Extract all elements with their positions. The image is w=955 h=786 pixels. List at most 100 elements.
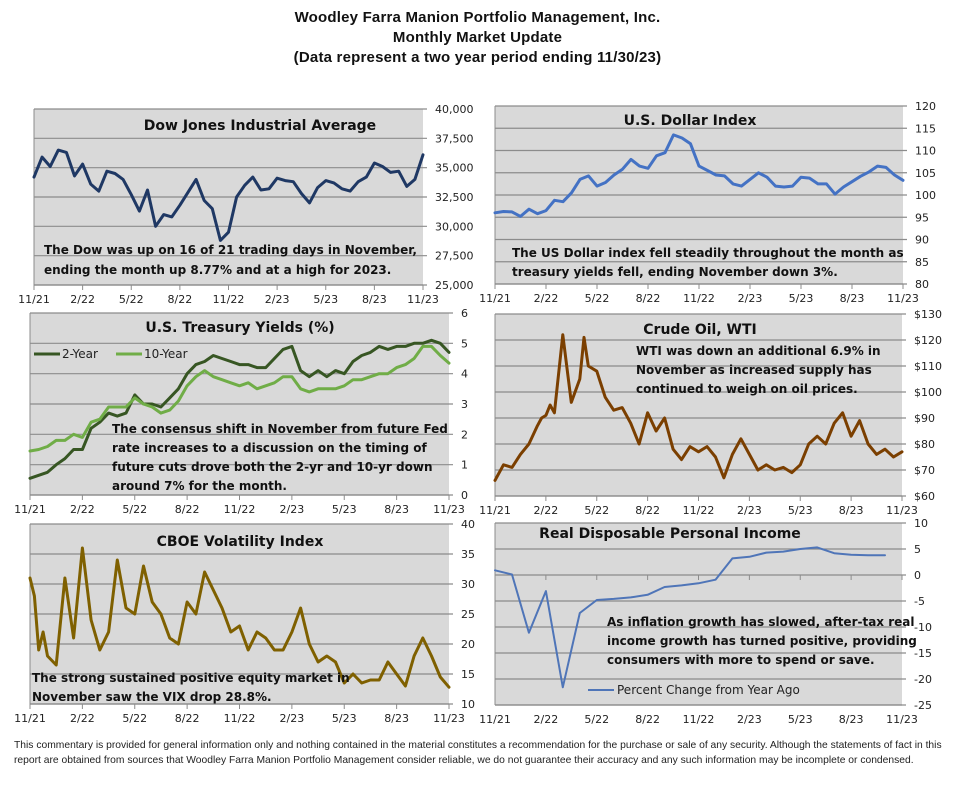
- y-tick-label: $100: [914, 386, 942, 399]
- plot-area: [495, 523, 902, 705]
- x-tick-label: 5/22: [122, 712, 147, 725]
- x-tick-label: 2/23: [265, 293, 290, 306]
- x-tick-label: 2/23: [737, 713, 762, 726]
- chart-title: Dow Jones Industrial Average: [144, 118, 376, 134]
- x-tick-label: 8/23: [362, 293, 387, 306]
- y-tick-label: $90: [914, 412, 935, 425]
- chart-annotation: consumers with more to spend or save.: [607, 653, 875, 667]
- y-tick-label: $110: [914, 360, 942, 373]
- report-header: Woodley Farra Manion Portfolio Managemen…: [0, 8, 955, 68]
- series-line-u-s-dollar-index: [493, 133, 905, 218]
- y-tick-label: 120: [915, 100, 936, 113]
- y-tick-label: 0: [914, 569, 921, 582]
- x-tick-label: 5/23: [788, 713, 813, 726]
- x-tick-label: 11/22: [683, 713, 715, 726]
- company-name: Woodley Farra Manion Portfolio Managemen…: [294, 9, 661, 26]
- chart-title: Real Disposable Personal Income: [539, 526, 801, 542]
- chart-annotation: ending the month up 8.77% and at a high …: [44, 263, 391, 277]
- legend-label: Percent Change from Year Ago: [617, 683, 800, 697]
- chart-annotation: November as increased supply has: [636, 363, 872, 377]
- y-tick-label: 5: [914, 543, 921, 556]
- x-tick-label: 8/23: [384, 712, 409, 725]
- x-tick-label: 8/23: [840, 292, 865, 305]
- y-tick-label: 3: [461, 398, 468, 411]
- y-tick-label: -25: [914, 699, 932, 712]
- report-title: Monthly Market Update: [392, 29, 563, 46]
- series-line-dow-jones-industrial-average: [32, 148, 425, 242]
- x-tick-label: 11/21: [479, 292, 511, 305]
- x-tick-label: 11/23: [886, 504, 918, 517]
- x-tick-label: 5/23: [332, 503, 357, 516]
- x-tick-label: 2/22: [534, 292, 559, 305]
- y-tick-label: 4: [461, 368, 468, 381]
- x-tick-label: 11/22: [683, 292, 715, 305]
- chart-annotation: The consensus shift in November from fut…: [112, 422, 448, 436]
- x-tick-label: 5/23: [332, 712, 357, 725]
- y-tick-label: -10: [914, 621, 932, 634]
- x-tick-label: 8/23: [839, 504, 864, 517]
- chart-annotation: around 7% for the month.: [112, 479, 287, 493]
- y-tick-label: 80: [915, 278, 929, 291]
- x-tick-label: 2/22: [70, 293, 95, 306]
- y-tick-label: $60: [914, 490, 935, 503]
- x-tick-label: 5/23: [313, 293, 338, 306]
- x-tick-label: 11/23: [887, 292, 919, 305]
- y-tick-label: 40,000: [435, 103, 474, 116]
- x-tick-label: 8/22: [636, 292, 661, 305]
- y-tick-label: $70: [914, 464, 935, 477]
- y-tick-label: 20: [461, 638, 475, 651]
- x-tick-label: 11/23: [886, 713, 918, 726]
- x-tick-label: 8/22: [175, 503, 200, 516]
- x-tick-label: 5/23: [788, 504, 813, 517]
- y-tick-label: 1: [461, 459, 468, 472]
- y-tick-label: 6: [461, 307, 468, 320]
- y-tick-label: 40: [461, 518, 475, 531]
- y-tick-label: -20: [914, 673, 932, 686]
- x-tick-label: 8/22: [168, 293, 193, 306]
- x-tick-label: 5/22: [585, 292, 610, 305]
- y-tick-label: -15: [914, 647, 932, 660]
- y-tick-label: 25: [461, 608, 475, 621]
- x-tick-label: 2/22: [70, 712, 95, 725]
- chart-annotation: The strong sustained positive equity mar…: [32, 671, 350, 685]
- chart-annotation: As inflation growth has slowed, after-ta…: [607, 615, 915, 629]
- series-line-10-year: [28, 344, 451, 453]
- legend-label: 10-Year: [144, 347, 188, 361]
- x-tick-label: 5/22: [584, 504, 609, 517]
- x-tick-label: 2/22: [534, 713, 559, 726]
- x-tick-label: 5/22: [122, 503, 147, 516]
- y-tick-label: 10: [461, 698, 475, 711]
- x-tick-label: 11/21: [14, 503, 46, 516]
- series-line-cboe-volatility-index: [28, 546, 451, 689]
- y-tick-label: 35: [461, 548, 475, 561]
- x-tick-label: 11/23: [407, 293, 439, 306]
- chart-annotation: continued to weigh on oil prices.: [636, 382, 858, 396]
- x-tick-label: 5/23: [789, 292, 814, 305]
- disclaimer: This commentary is provided for general …: [14, 740, 942, 766]
- chart-annotation: treasury yields fell, ending November do…: [512, 265, 838, 279]
- y-tick-label: 27,500: [435, 250, 474, 263]
- chart-annotation: income growth has turned positive, provi…: [607, 634, 917, 648]
- chart-annotation: The Dow was up on 16 of 21 trading days …: [44, 243, 417, 257]
- x-tick-label: 2/23: [738, 292, 763, 305]
- y-tick-label: 100: [915, 189, 936, 202]
- x-tick-label: 11/23: [433, 503, 465, 516]
- y-tick-label: $120: [914, 334, 942, 347]
- chart-annotation: The US Dollar index fell steadily throug…: [512, 246, 904, 260]
- report-period: (Data represent a two year period ending…: [293, 49, 662, 66]
- chart-title: U.S. Treasury Yields (%): [145, 320, 334, 336]
- x-tick-label: 2/23: [280, 503, 305, 516]
- y-tick-label: 105: [915, 167, 936, 180]
- series-line-percent-change-from-year-ago: [494, 546, 886, 689]
- y-tick-label: 10: [914, 517, 928, 530]
- chart-title: Crude Oil, WTI: [643, 322, 756, 338]
- x-tick-label: 8/23: [839, 713, 864, 726]
- x-tick-label: 11/21: [18, 293, 50, 306]
- y-tick-label: 25,000: [435, 279, 474, 292]
- x-tick-label: 2/23: [737, 504, 762, 517]
- x-tick-label: 2/22: [534, 504, 559, 517]
